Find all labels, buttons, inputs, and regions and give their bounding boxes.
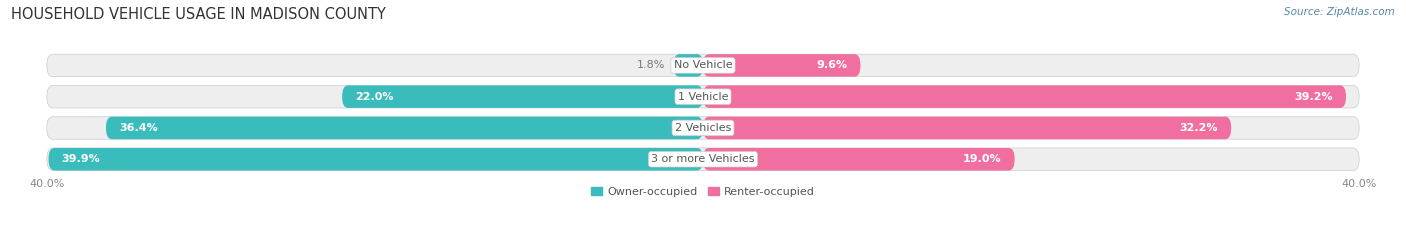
FancyBboxPatch shape <box>703 86 1346 108</box>
FancyBboxPatch shape <box>46 86 1360 108</box>
Text: 32.2%: 32.2% <box>1180 123 1218 133</box>
Text: 39.2%: 39.2% <box>1295 92 1333 102</box>
Text: 9.6%: 9.6% <box>817 60 848 70</box>
Text: 3 or more Vehicles: 3 or more Vehicles <box>651 154 755 164</box>
FancyBboxPatch shape <box>673 54 703 77</box>
FancyBboxPatch shape <box>703 54 860 77</box>
Legend: Owner-occupied, Renter-occupied: Owner-occupied, Renter-occupied <box>586 182 820 201</box>
Text: 19.0%: 19.0% <box>963 154 1001 164</box>
FancyBboxPatch shape <box>46 148 1360 171</box>
Text: No Vehicle: No Vehicle <box>673 60 733 70</box>
Text: 2 Vehicles: 2 Vehicles <box>675 123 731 133</box>
FancyBboxPatch shape <box>703 117 1232 139</box>
FancyBboxPatch shape <box>46 117 1360 139</box>
Text: 1.8%: 1.8% <box>637 60 665 70</box>
FancyBboxPatch shape <box>46 54 1360 77</box>
Text: Source: ZipAtlas.com: Source: ZipAtlas.com <box>1284 7 1395 17</box>
Text: 36.4%: 36.4% <box>120 123 157 133</box>
FancyBboxPatch shape <box>342 86 703 108</box>
Text: 40.0%: 40.0% <box>1341 179 1376 188</box>
FancyBboxPatch shape <box>703 148 1015 171</box>
Text: 39.9%: 39.9% <box>62 154 100 164</box>
Text: 1 Vehicle: 1 Vehicle <box>678 92 728 102</box>
Text: 22.0%: 22.0% <box>356 92 394 102</box>
Text: 40.0%: 40.0% <box>30 179 65 188</box>
Text: HOUSEHOLD VEHICLE USAGE IN MADISON COUNTY: HOUSEHOLD VEHICLE USAGE IN MADISON COUNT… <box>11 7 387 22</box>
FancyBboxPatch shape <box>105 117 703 139</box>
FancyBboxPatch shape <box>49 148 703 171</box>
